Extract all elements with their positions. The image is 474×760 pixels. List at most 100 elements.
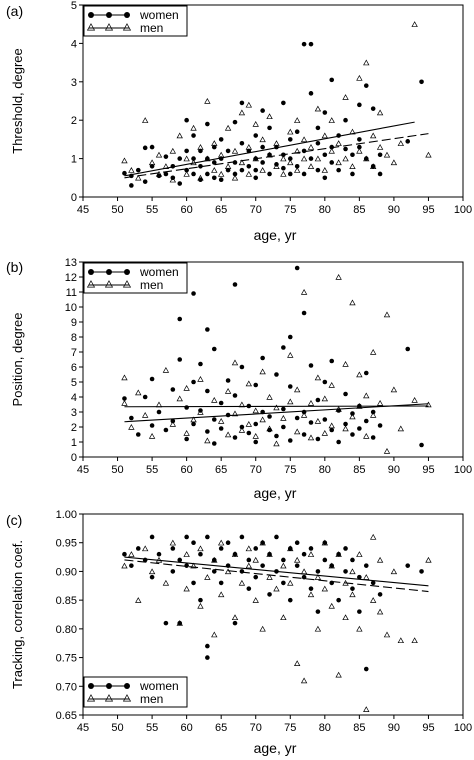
data-point-men — [335, 551, 342, 557]
plot-frame — [82, 513, 464, 716]
regression-line-women — [124, 403, 429, 423]
data-point-women — [218, 177, 224, 183]
data-point-men — [425, 151, 432, 158]
data-point-men — [300, 288, 308, 295]
data-point-women — [322, 379, 328, 385]
y-tick-label: 1.00 — [56, 509, 77, 521]
data-point-women — [260, 563, 265, 568]
regression-line-men — [124, 133, 429, 179]
data-point-women — [343, 146, 348, 152]
data-point-men — [335, 159, 342, 166]
data-point-men — [411, 21, 418, 27]
data-point-men — [300, 411, 308, 418]
data-point-men — [390, 386, 398, 393]
data-point-women — [232, 282, 238, 287]
data-point-men — [245, 545, 253, 552]
data-point-men — [349, 568, 356, 575]
x-tick-label: 45 — [77, 722, 89, 734]
data-point-men — [293, 117, 301, 123]
data-point-women — [205, 171, 210, 177]
x-tick-label: 65 — [215, 722, 227, 734]
x-tick-label: 55 — [146, 464, 158, 476]
data-point-women — [336, 551, 341, 557]
data-point-women — [301, 41, 307, 47]
x-axis-label: age, yr — [254, 485, 297, 501]
data-point-men — [335, 671, 342, 678]
data-point-men — [176, 132, 183, 139]
legend-label-men: men — [140, 278, 163, 292]
data-point-men — [176, 395, 183, 402]
data-point-women — [129, 563, 134, 568]
data-point-men — [169, 176, 177, 183]
data-point-women — [363, 666, 369, 672]
data-point-women — [267, 414, 272, 419]
panel-c: (c) 45 50 55 60 65 70 75 80 85 90 95 100 0.65 0.70 0.75… — [6, 509, 472, 756]
data-point-women — [232, 393, 238, 398]
data-point-women — [253, 439, 259, 445]
legend-marker-men — [122, 280, 132, 288]
legend-marker-women — [88, 683, 94, 689]
data-point-men — [252, 556, 259, 563]
legend-label-men: men — [140, 21, 163, 35]
data-point-men — [190, 124, 197, 131]
data-point-men — [307, 163, 315, 169]
x-tick-label: 70 — [250, 464, 262, 476]
y-tick-label: 1 — [71, 437, 77, 449]
y-tick-label: 9 — [71, 317, 77, 329]
data-point-women — [205, 429, 210, 434]
data-point-women — [274, 372, 279, 377]
data-point-men — [314, 105, 322, 112]
x-tick-label: 85 — [353, 464, 365, 476]
y-tick-label: 2 — [71, 115, 77, 127]
data-point-women — [211, 557, 217, 563]
data-point-men — [342, 360, 349, 367]
data-point-men — [369, 132, 377, 139]
data-point-men — [183, 384, 190, 391]
data-point-men — [376, 556, 384, 563]
x-tick-label: 95 — [422, 722, 434, 734]
legend-marker-women — [124, 12, 130, 18]
data-point-women — [274, 433, 279, 439]
data-point-women — [205, 388, 210, 394]
data-point-men — [183, 155, 190, 162]
data-point-men — [204, 437, 211, 444]
data-point-men — [141, 545, 149, 552]
data-point-women — [246, 586, 252, 591]
data-point-men — [211, 140, 218, 146]
legend-marker-men — [104, 23, 114, 31]
data-point-men — [245, 420, 253, 427]
data-point-men — [349, 163, 356, 169]
data-point-women — [232, 620, 238, 626]
data-point-women — [357, 144, 362, 150]
data-point-men — [307, 434, 315, 441]
data-point-women — [260, 144, 265, 150]
data-point-men — [383, 631, 391, 638]
data-point-women — [308, 156, 314, 161]
data-point-women — [287, 171, 293, 177]
data-point-men — [224, 568, 232, 575]
y-tick-label: 0.70 — [56, 681, 77, 693]
data-point-men — [369, 533, 377, 540]
data-point-women — [218, 400, 224, 406]
data-point-men — [259, 136, 266, 143]
y-tick-label: 0.65 — [56, 710, 77, 722]
data-point-men — [397, 637, 405, 644]
data-point-men — [314, 374, 322, 381]
y-tick-label: 4 — [71, 38, 77, 50]
legend-marker-men — [122, 694, 132, 702]
data-point-women — [191, 133, 196, 138]
data-point-men — [300, 155, 308, 162]
data-point-men — [293, 428, 301, 435]
data-point-women — [419, 442, 424, 448]
data-point-men — [141, 411, 149, 418]
data-point-men — [135, 597, 142, 603]
data-point-men — [273, 140, 280, 146]
y-tick-label: 12 — [65, 272, 77, 284]
x-tick-label: 70 — [250, 204, 262, 216]
x-tick-label: 100 — [454, 722, 472, 734]
y-tick-label: 4 — [71, 392, 77, 404]
data-point-men — [363, 574, 370, 580]
y-tick-label: 0.75 — [56, 653, 77, 665]
data-point-women — [281, 406, 286, 412]
